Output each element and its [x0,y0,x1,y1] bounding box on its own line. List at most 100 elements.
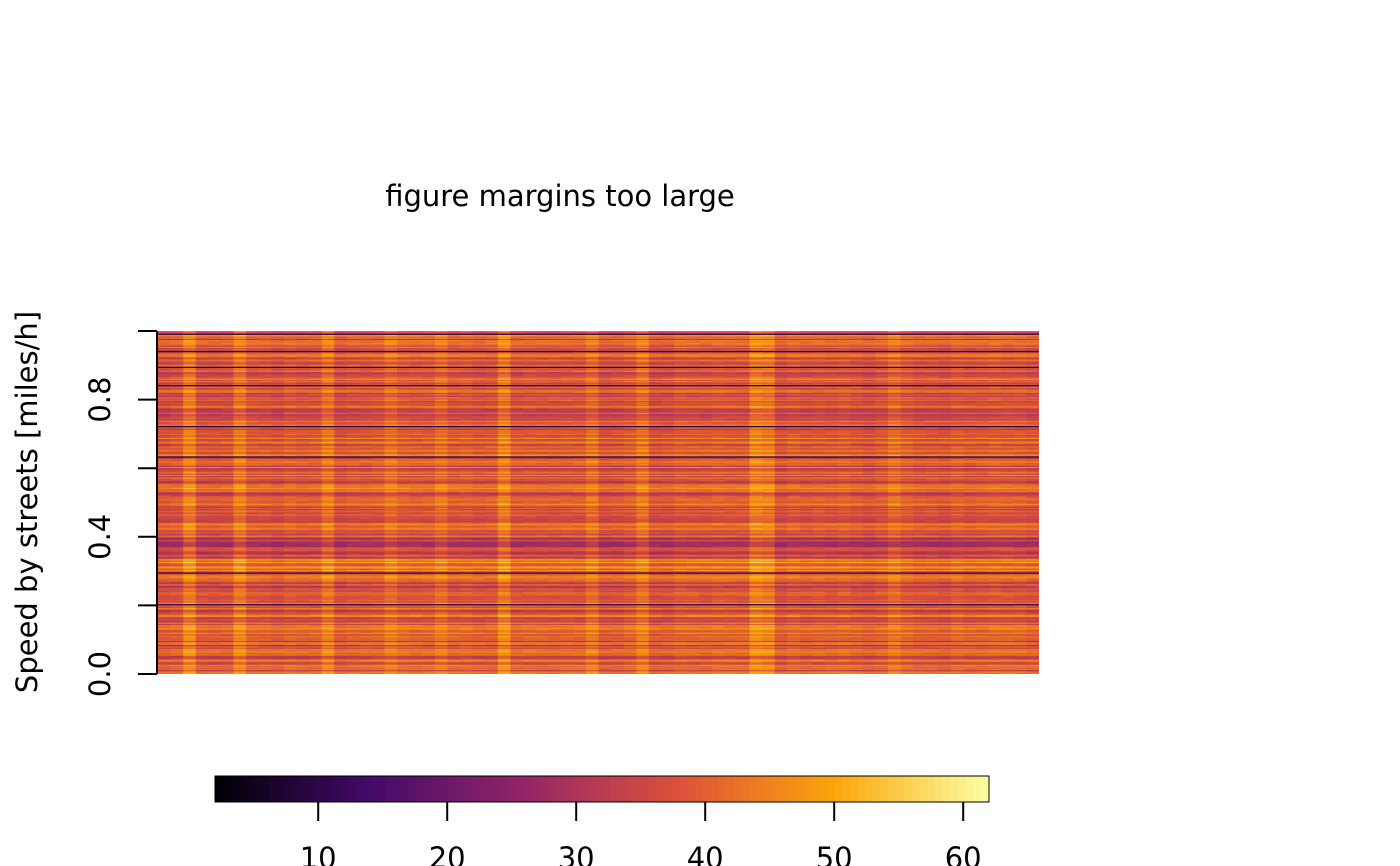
heatmap-cell [283,367,298,370]
heatmap-cell [938,337,952,340]
heatmap-cell [837,369,851,371]
heatmap-cell [837,352,851,354]
heatmap-cell [397,348,411,350]
heatmap-cell [434,357,449,360]
heatmap-cell [736,334,751,337]
heatmap-cell [787,354,801,357]
heatmap-cell [497,357,511,360]
heatmap-cell [862,342,876,345]
heatmap-cell [158,337,172,340]
heatmap-cell [648,357,663,360]
heatmap-cell [246,357,260,360]
heatmap-cell [699,369,713,371]
heatmap-cell [158,371,172,374]
heatmap-cell [674,366,688,369]
heatmap-cell [925,344,939,346]
heatmap-row [158,353,1039,356]
heatmap-cell [1001,332,1015,335]
heatmap-cell [762,365,776,368]
heatmap-cell [485,373,499,375]
heatmap-cell [837,365,851,368]
heatmap-cell [522,361,537,364]
heatmap-cell [623,346,637,349]
heatmap-cell [195,350,209,353]
heatmap-cell [825,363,839,366]
heatmap-cell [434,346,449,349]
heatmap-cell [1026,354,1039,357]
heatmap-row [158,369,1039,371]
heatmap-cell [309,352,323,354]
heatmap-cell [887,333,902,336]
heatmap-cell [837,332,851,335]
heatmap-cell [1026,342,1039,345]
heatmap-cell [749,354,763,357]
heatmap-cell [485,352,499,354]
heatmap-cell [271,375,285,378]
heatmap-cell [183,333,197,336]
heatmap-cell [988,340,1002,342]
heatmap-cell [321,374,335,377]
heatmap-cell [850,373,864,375]
heatmap-cell [434,370,449,373]
heatmap-cell [497,334,511,337]
heatmap-cell [724,353,738,356]
heatmap-cell [661,336,675,338]
heatmap-cell [850,366,864,369]
heatmap-cell [220,373,235,375]
heatmap-cell [460,366,474,369]
heatmap-cell [497,362,511,365]
heatmap-cell [309,361,323,364]
heatmap-cell [283,358,298,361]
heatmap-cell [422,341,436,344]
heatmap-cell [925,340,939,342]
heatmap-cell [585,369,600,371]
heatmap-cell [296,361,310,364]
heatmap-cell [925,337,939,340]
heatmap-cell [674,369,688,371]
heatmap-cell [560,370,574,373]
heatmap-cell [334,374,348,377]
heatmap-cell [862,349,876,352]
heatmap-cell [585,349,600,352]
heatmap-cell [1013,365,1028,368]
heatmap-cell [925,332,939,335]
heatmap-cell [913,349,927,352]
heatmap-cell [812,371,826,374]
heatmap-cell [397,353,411,356]
heatmap-cell [862,360,876,362]
heatmap-cell [661,354,675,357]
heatmap-cell [258,371,272,374]
heatmap-cell [422,345,436,348]
heatmap-cell [434,352,449,354]
heatmap-cell [950,338,965,341]
heatmap-cell [749,337,763,340]
heatmap-cell [497,345,511,348]
heatmap-cell [976,349,990,352]
heatmap-cell [774,348,788,350]
heatmap-cell [1026,341,1039,344]
heatmap-cell [359,369,373,371]
heatmap-cell [472,366,486,369]
heatmap-cell [170,338,184,341]
heatmap-cell [963,346,977,349]
heatmap-cell [938,350,952,353]
heatmap-cell [220,350,235,353]
heatmap-cell [334,334,348,337]
heatmap-cell [283,333,298,336]
heatmap-cell [158,366,172,369]
heatmap-cell [674,332,688,335]
heatmap-cell [321,352,335,354]
heatmap-cell [925,365,939,368]
heatmap-cell [850,371,864,374]
heatmap-cell [875,342,889,345]
heatmap-cell [636,331,650,333]
heatmap-cell [485,337,499,340]
heatmap-cell [321,334,335,337]
heatmap-cell [183,352,197,354]
heatmap-cell [648,332,663,335]
heatmap-cell [233,369,247,371]
heatmap-cell [837,362,851,365]
heatmap-cell [158,358,172,361]
heatmap-cell [825,336,839,338]
heatmap-cell [598,370,612,373]
